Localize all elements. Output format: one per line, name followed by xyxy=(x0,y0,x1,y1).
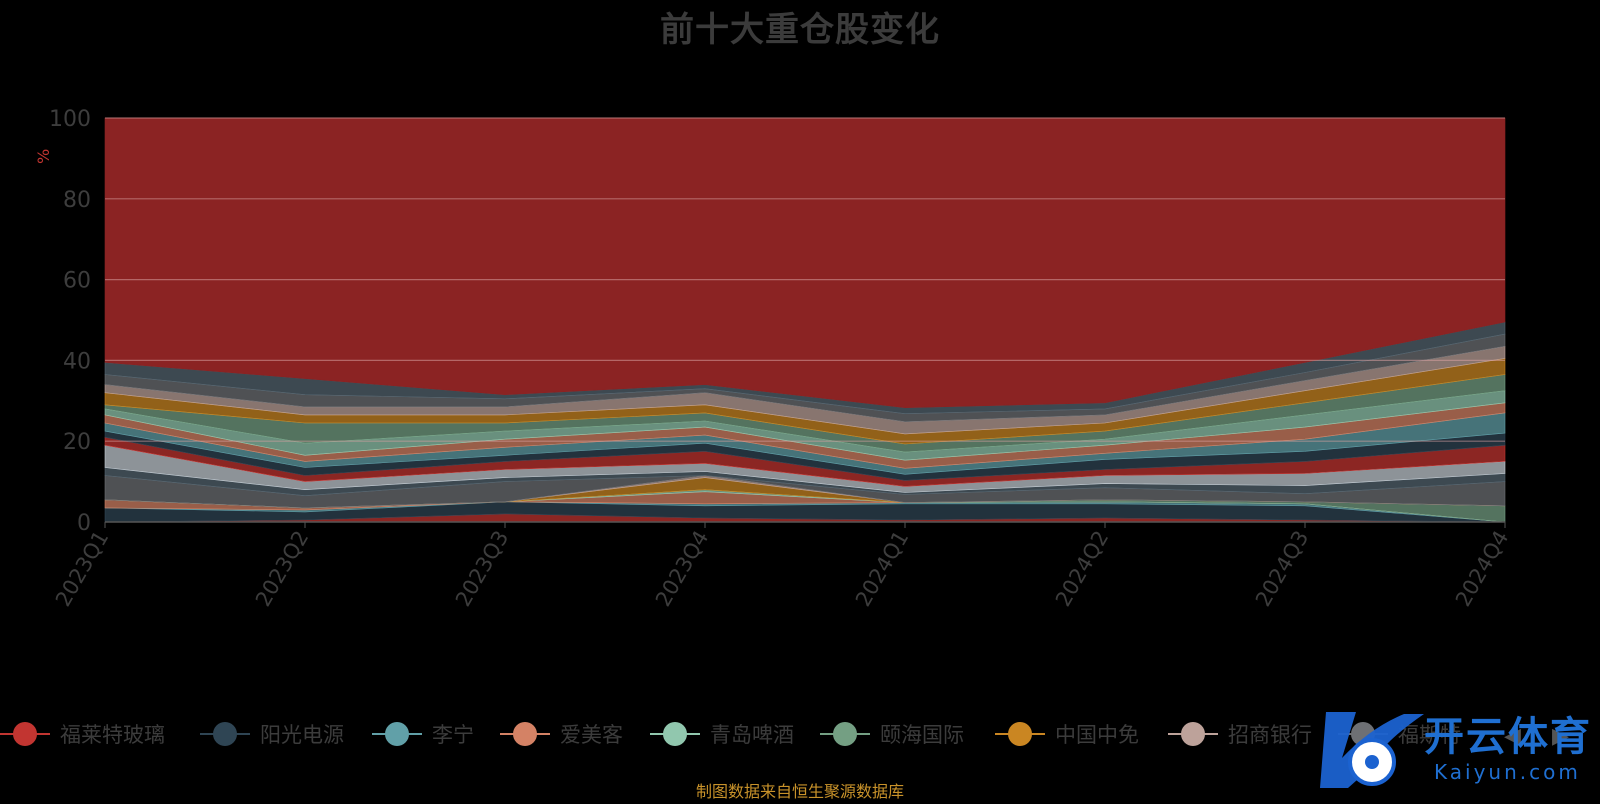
legend-label: 爱美客 xyxy=(560,723,623,747)
x-tick-label: 2023Q3 xyxy=(451,527,513,611)
x-tick-label: 2023Q2 xyxy=(251,527,313,611)
legend-next-arrow-icon[interactable]: ▶ xyxy=(1552,724,1569,749)
chart-title: 前十大重仓股变化 xyxy=(660,10,940,50)
y-tick-label: 60 xyxy=(63,269,91,294)
y-tick-label: 20 xyxy=(63,430,91,455)
source-note: 制图数据来自恒生聚源数据库 xyxy=(695,782,904,801)
legend-item[interactable]: 颐海国际 xyxy=(820,716,964,752)
x-tick-label: 2024Q3 xyxy=(1251,527,1313,611)
watermark-logo-mark xyxy=(1320,712,1424,788)
legend-label: 招商银行 xyxy=(1228,723,1312,747)
x-tick-label: 2023Q1 xyxy=(51,527,113,611)
grid-lines xyxy=(105,117,1505,442)
watermark-text: 开云体育 xyxy=(1424,714,1592,760)
legend-item[interactable]: 青岛啤酒 xyxy=(650,716,794,752)
legend-label: 福莱特玻璃 xyxy=(60,723,165,747)
watermark-subtext: Kaiyun.com xyxy=(1434,760,1581,784)
legend-label: 中国中免 xyxy=(1055,723,1139,747)
legend-label: 福斯特 xyxy=(1398,723,1461,747)
legend-swatch-icon xyxy=(995,716,1045,752)
y-tick-label: 40 xyxy=(63,349,91,374)
y-tick-label: 0 xyxy=(77,511,91,536)
legend-label: 青岛啤酒 xyxy=(710,723,794,747)
legend-item[interactable]: 中国中免 xyxy=(995,716,1139,752)
x-tick-label: 2024Q1 xyxy=(851,527,913,611)
y-tick-label: 80 xyxy=(63,188,91,213)
legend-swatch-icon xyxy=(200,716,250,752)
watermark-logo: 开云体育 Kaiyun.com xyxy=(1308,692,1600,800)
y-axis-label: % xyxy=(34,149,53,164)
x-tick-label: 2024Q4 xyxy=(1451,527,1513,611)
legend-swatch-icon xyxy=(1168,716,1218,752)
legend: 福莱特玻璃 阳光电源 李宁 爱美客 青岛啤酒 颐海国际 中国中免 招商银行 福斯特 xyxy=(0,716,1600,752)
legend-swatch-icon xyxy=(500,716,550,752)
legend-item[interactable]: 爱美客 xyxy=(500,716,623,752)
x-tick-label: 2023Q4 xyxy=(651,527,713,611)
legend-label: 颐海国际 xyxy=(880,723,964,747)
legend-swatch-icon xyxy=(0,716,50,752)
legend-item[interactable]: 李宁 xyxy=(372,716,474,752)
area-22 xyxy=(104,117,1506,409)
legend-item[interactable]: 招商银行 xyxy=(1168,716,1312,752)
legend-item[interactable]: 福莱特玻璃 xyxy=(0,716,165,752)
legend-swatch-icon xyxy=(372,716,422,752)
x-tick-label: 2024Q2 xyxy=(1051,527,1113,611)
legend-item[interactable]: 阳光电源 xyxy=(200,716,344,752)
y-tick-label: 100 xyxy=(49,107,91,132)
legend-prev-arrow-icon[interactable]: ◀ xyxy=(1504,724,1521,749)
legend-label: 李宁 xyxy=(432,723,474,747)
legend-label: 阳光电源 xyxy=(260,723,344,747)
legend-swatch-icon xyxy=(820,716,870,752)
legend-pager: ◀ ▶ xyxy=(1500,720,1600,752)
legend-swatch-icon xyxy=(650,716,700,752)
area-layers xyxy=(104,117,1506,523)
